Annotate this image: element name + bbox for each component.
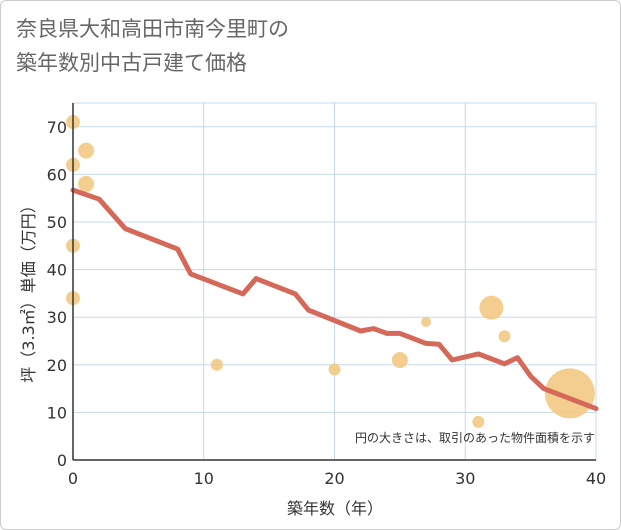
chart-title-line-1: 奈良県大和高田市南今里町の <box>16 17 289 41</box>
y-axis-label: 坪（3.3㎡）単価（万円） <box>19 197 38 382</box>
y-tick-label: 30 <box>47 308 67 327</box>
tick-labels: 0 10 20 30 40 0 10 20 30 40 50 60 70 <box>47 118 607 488</box>
grid <box>72 102 597 461</box>
chart-title: 奈良県大和高田市南今里町の 築年数別中古戸建て価格 <box>16 12 289 80</box>
trend-series <box>70 187 599 412</box>
y-tick-label: 0 <box>57 451 67 470</box>
scatter-point <box>479 295 504 320</box>
x-axis-label: 築年数（年） <box>287 499 383 518</box>
y-tick-label: 40 <box>47 261 67 280</box>
x-tick-label: 0 <box>68 469 78 488</box>
y-tick-label: 50 <box>47 213 67 232</box>
axes <box>72 103 596 461</box>
scatter-point <box>472 415 485 428</box>
scatter-point <box>78 142 95 159</box>
x-tick-label: 30 <box>455 469 475 488</box>
y-tick-label: 10 <box>47 403 67 422</box>
size-note: 円の大きさは、取引のあった物件面積を示す <box>355 430 595 445</box>
scatter-point <box>78 175 95 192</box>
trend-line <box>70 187 599 412</box>
scatter-point <box>210 358 223 371</box>
scatter-point <box>498 330 511 343</box>
bubble-series <box>66 115 595 428</box>
x-tick-label: 20 <box>324 469 344 488</box>
x-tick-label: 40 <box>586 469 606 488</box>
chart-title-line-2: 築年数別中古戸建て価格 <box>16 51 247 75</box>
x-tick-label: 10 <box>194 469 214 488</box>
scatter-point <box>391 352 408 369</box>
y-tick-label: 20 <box>47 356 67 375</box>
y-tick-label: 70 <box>47 118 67 137</box>
scatter-point <box>328 363 341 376</box>
scatter-point <box>421 316 432 327</box>
y-tick-label: 60 <box>47 165 67 184</box>
